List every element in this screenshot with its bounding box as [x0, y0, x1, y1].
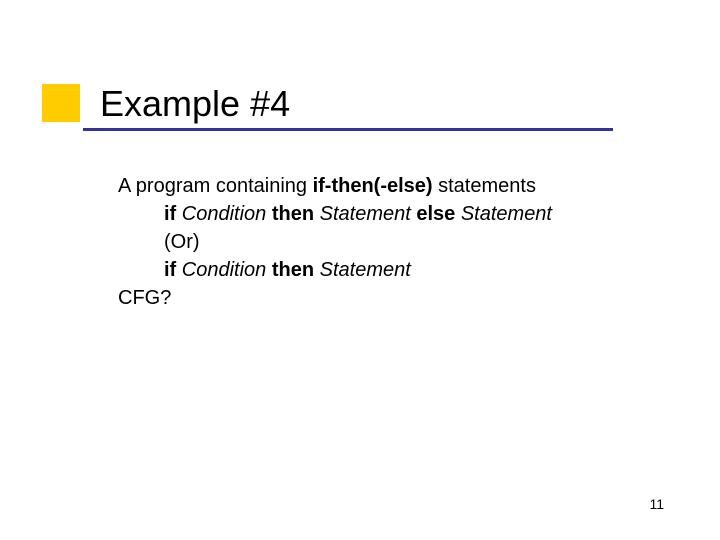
body-line-4: if Condition then Statement	[164, 256, 552, 284]
body-text: A program containing if-then(-else) stat…	[118, 172, 552, 312]
text-plain: CFG?	[118, 287, 171, 309]
text-bold: then	[272, 203, 320, 225]
text-bold: if	[164, 259, 182, 281]
slide-title: Example #4	[100, 83, 290, 125]
title-block: Example #4	[100, 83, 290, 125]
title-underline	[83, 128, 613, 131]
text-italic: Condition	[182, 259, 272, 281]
text-bold: else	[416, 203, 460, 225]
body-line-5: CFG?	[118, 284, 552, 312]
text-plain: A program containing	[118, 175, 313, 197]
text-italic: Statement	[461, 203, 552, 225]
body-line-3: (Or)	[164, 228, 552, 256]
body-line-2: if Condition then Statement else Stateme…	[164, 200, 552, 228]
text-bold: if	[164, 203, 182, 225]
text-bold: then	[272, 259, 320, 281]
text-plain: statements	[438, 175, 536, 197]
text-italic: Statement	[320, 259, 411, 281]
accent-square	[42, 84, 80, 122]
text-italic: Condition	[182, 203, 272, 225]
text-italic: Statement	[320, 203, 417, 225]
body-line-1: A program containing if-then(-else) stat…	[118, 172, 552, 200]
page-number: 11	[649, 496, 664, 512]
slide: { "layout": { "accent_square": { "left":…	[0, 0, 720, 540]
text-bold: if-then(-else)	[313, 175, 439, 197]
text-plain: (Or)	[164, 231, 200, 253]
